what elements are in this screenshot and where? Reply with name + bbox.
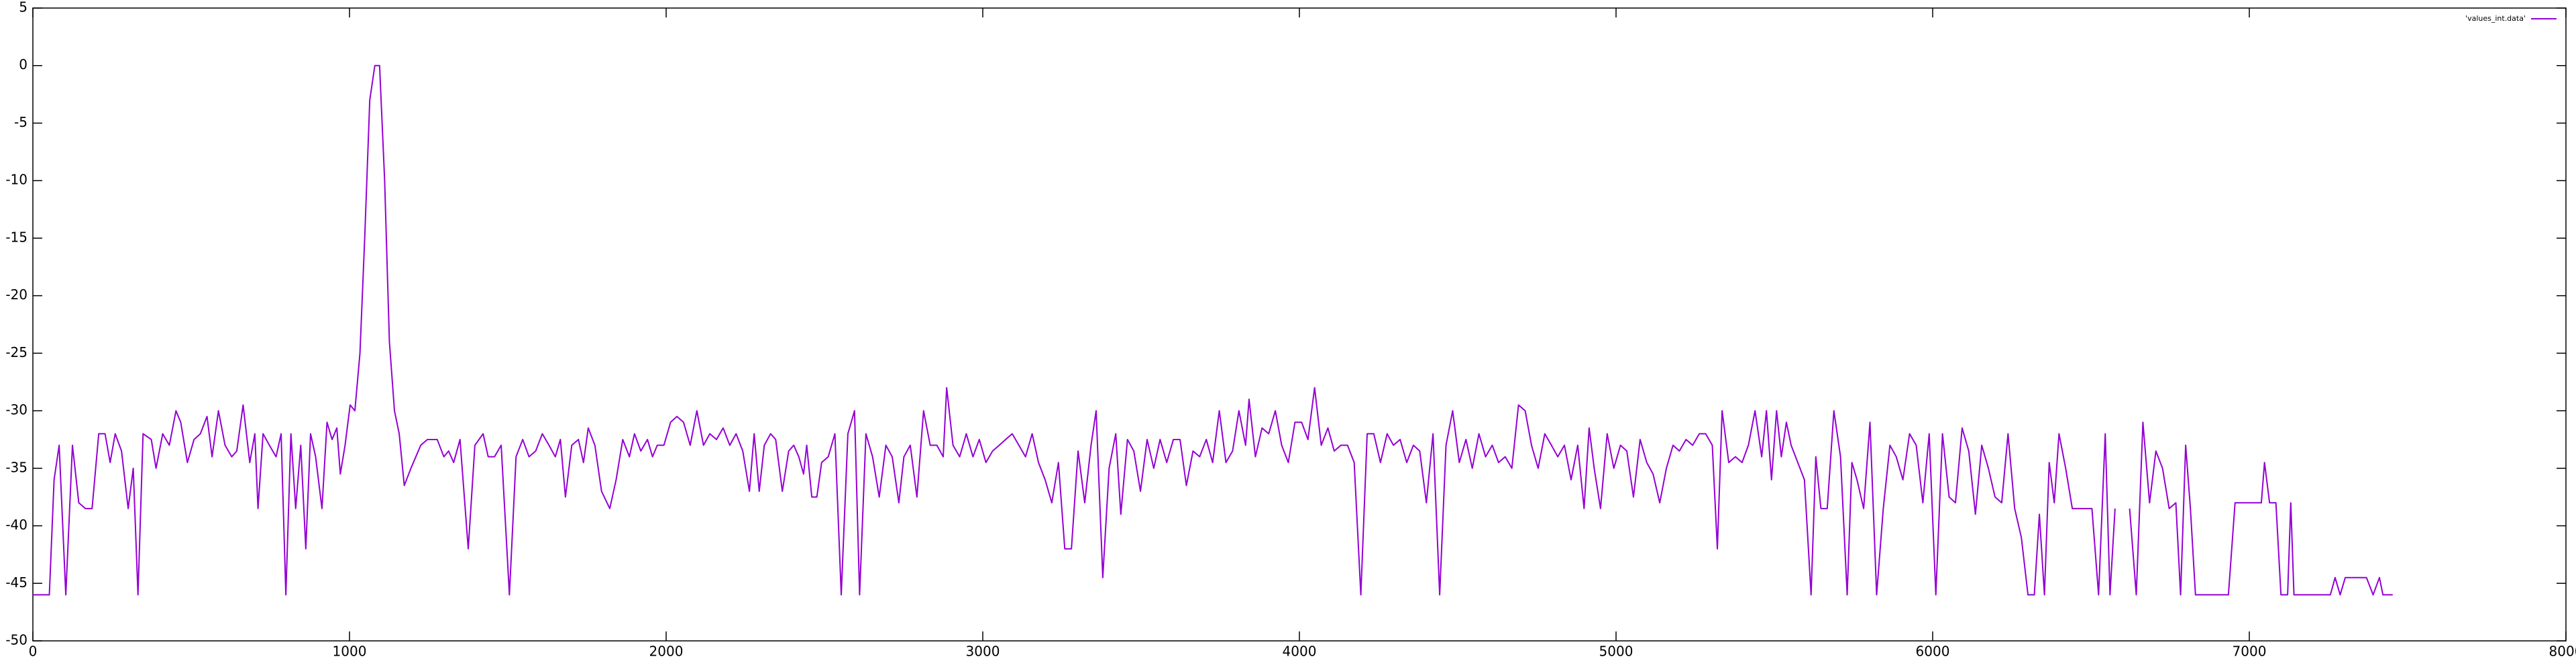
y-tick-label: -15	[5, 229, 28, 245]
x-tick-label: 2000	[649, 644, 684, 660]
y-tick-label: -50	[5, 632, 28, 648]
y-tick-label: -35	[5, 459, 28, 475]
plot-border	[32, 7, 2567, 642]
y-tick-label: -10	[5, 172, 28, 188]
y-tick-label: -40	[5, 517, 28, 533]
x-tick-label: 8000	[2549, 644, 2576, 660]
x-tick-label: 4000	[1283, 644, 1317, 660]
x-tick-label: 6000	[1916, 644, 1950, 660]
data-line	[33, 64, 2393, 596]
y-tick-label: -5	[14, 114, 28, 130]
legend-label: 'values_int.data'	[2465, 14, 2526, 23]
y-tick-label: 5	[19, 0, 28, 15]
x-tick-label: 1000	[333, 644, 367, 660]
y-tick-label: -25	[5, 344, 28, 360]
x-tick-label: 3000	[966, 644, 1000, 660]
y-tick-label: -45	[5, 574, 28, 591]
x-tick-label: 5000	[1599, 644, 1633, 660]
y-tick-label: 0	[19, 56, 28, 72]
x-tick-label: 0	[29, 644, 38, 660]
y-tick-label: -30	[5, 402, 28, 418]
y-tick-label: -20	[5, 287, 28, 303]
x-tick-label: 7000	[2233, 644, 2267, 660]
